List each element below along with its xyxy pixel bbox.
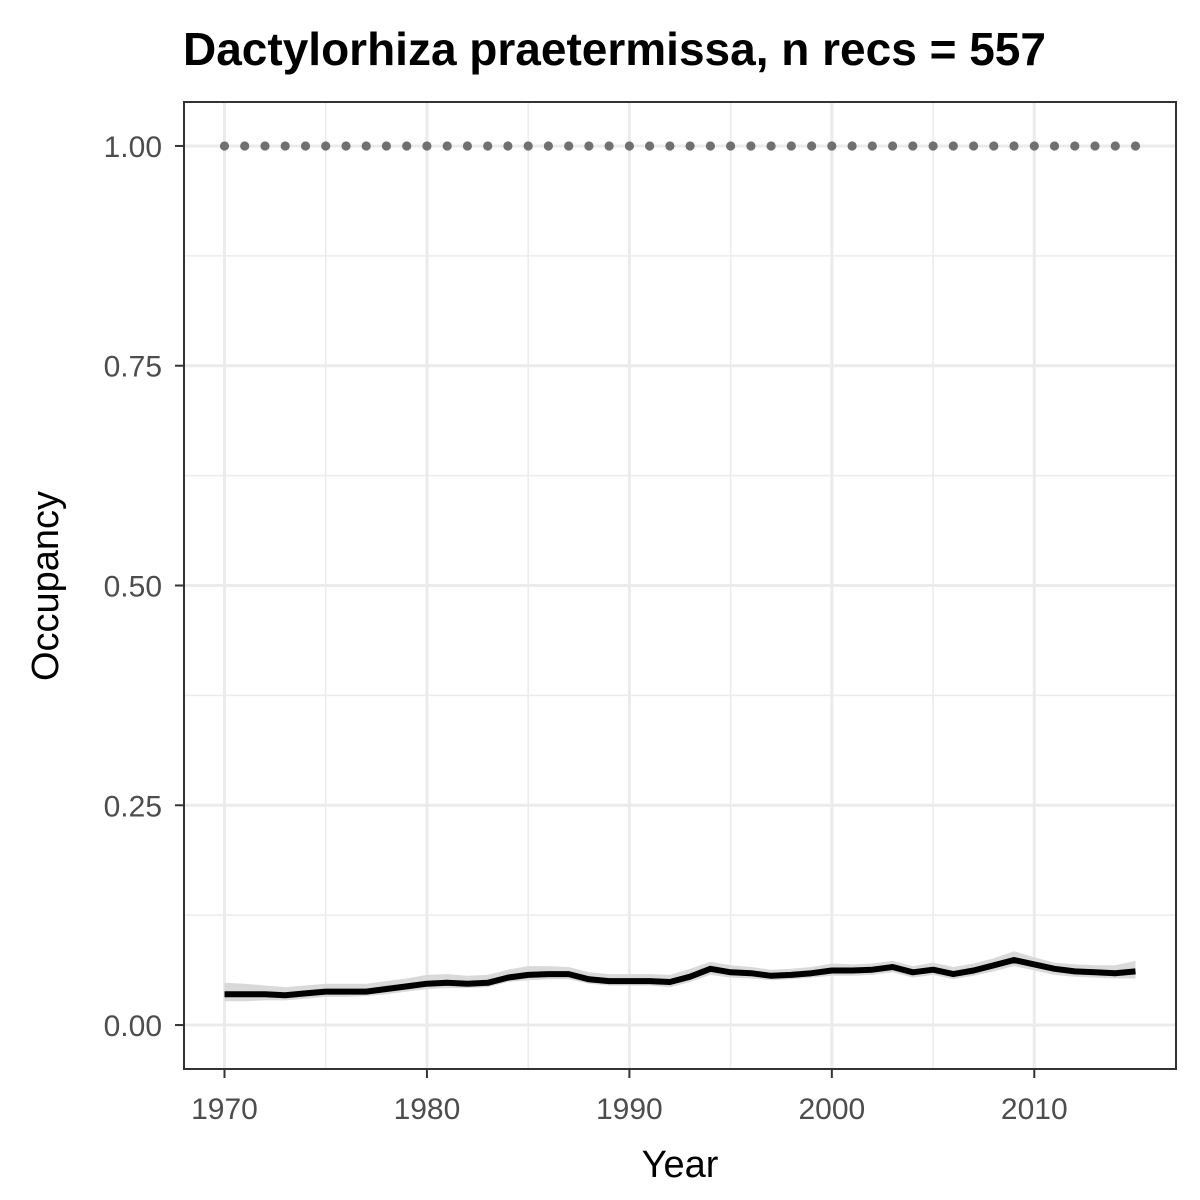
dotted-line-point: [1110, 141, 1120, 151]
dotted-line-point: [807, 141, 817, 151]
dotted-line-point: [422, 141, 432, 151]
dotted-line-point: [989, 141, 999, 151]
dotted-line-point: [624, 141, 635, 151]
dotted-line-point: [260, 141, 270, 151]
dotted-line-point: [766, 141, 776, 151]
dotted-line-point: [948, 141, 958, 151]
y-tick-label: 0.75: [104, 351, 162, 384]
dotted-line-point: [665, 141, 675, 151]
dotted-line-point: [705, 141, 716, 151]
dotted-line-point: [523, 141, 533, 151]
dotted-line-point: [402, 141, 412, 151]
dotted-line-point: [645, 141, 655, 151]
dotted-line-point: [381, 141, 391, 151]
dotted-line-point: [827, 141, 837, 151]
dotted-line-point: [604, 141, 614, 151]
dotted-line-point: [564, 141, 574, 151]
grid-layer: [184, 102, 1176, 1069]
dotted-line-point: [462, 141, 472, 151]
dotted-line-point: [503, 141, 513, 151]
dotted-line-point: [746, 141, 756, 151]
dotted-line-point: [1090, 141, 1100, 151]
dotted-line-point: [908, 141, 918, 151]
x-tick-label: 1970: [191, 1093, 258, 1126]
y-axis-title: Occupancy: [25, 491, 67, 681]
dotted-line-point: [847, 141, 857, 151]
y-tick-label: 1.00: [104, 131, 162, 164]
mean-line-layer: [224, 957, 1136, 999]
dotted-line-point: [442, 141, 452, 151]
mean-occupancy-line: [224, 957, 1136, 999]
dotted-line-point: [341, 141, 351, 151]
dotted-line-point: [240, 141, 250, 151]
x-tick-label: 1980: [394, 1093, 461, 1126]
dotted-line-point: [321, 141, 331, 151]
dotted-line-point: [584, 141, 594, 151]
dotted-line-point: [300, 141, 311, 151]
y-tick-label: 0.25: [104, 790, 162, 823]
y-axis: 0.00 0.25 0.50 0.75 1.00: [104, 131, 184, 1043]
y-tick-label: 0.00: [104, 1010, 162, 1043]
x-axis: 1970 1980 1990 2000 2010: [191, 1069, 1068, 1126]
dotted-line-point: [786, 141, 796, 151]
dotted-line-point: [1049, 141, 1060, 151]
dotted-line-point: [280, 141, 290, 151]
dotted-line-point: [1029, 141, 1039, 151]
dotted-line-layer: [219, 141, 1141, 151]
chart-title: Dactylorhiza praetermissa, n recs = 557: [183, 23, 1046, 75]
x-tick-label: 1990: [596, 1093, 663, 1126]
dotted-line-point: [1009, 141, 1019, 151]
dotted-line-point: [483, 141, 493, 151]
dotted-line-point: [685, 141, 695, 151]
dotted-line-point: [361, 141, 371, 151]
dotted-line-point: [1130, 141, 1141, 151]
x-tick-label: 2010: [1001, 1093, 1068, 1126]
dotted-line-point: [543, 141, 554, 151]
dotted-line-point: [726, 141, 736, 151]
y-tick-label: 0.50: [104, 571, 162, 604]
dotted-line-point: [1070, 141, 1080, 151]
dotted-line-point: [867, 141, 877, 151]
dotted-line-point: [928, 141, 938, 151]
x-axis-title: Year: [642, 1144, 719, 1186]
dotted-line-point: [969, 141, 979, 151]
dotted-line-point: [219, 141, 230, 151]
dotted-line-point: [888, 141, 898, 151]
x-tick-label: 2000: [798, 1093, 865, 1126]
